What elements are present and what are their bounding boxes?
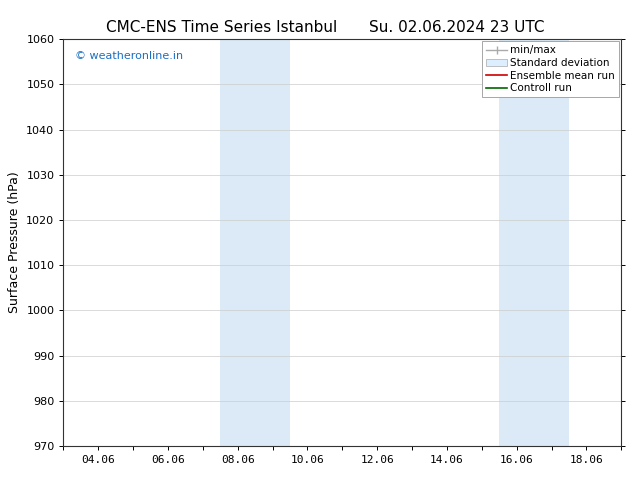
Legend: min/max, Standard deviation, Ensemble mean run, Controll run: min/max, Standard deviation, Ensemble me… — [482, 41, 619, 98]
Text: CMC-ENS Time Series Istanbul: CMC-ENS Time Series Istanbul — [107, 20, 337, 35]
Bar — [500, 39, 569, 446]
Text: Su. 02.06.2024 23 UTC: Su. 02.06.2024 23 UTC — [369, 20, 544, 35]
Text: © weatheronline.in: © weatheronline.in — [75, 51, 183, 61]
Y-axis label: Surface Pressure (hPa): Surface Pressure (hPa) — [8, 172, 21, 314]
Bar — [221, 39, 290, 446]
